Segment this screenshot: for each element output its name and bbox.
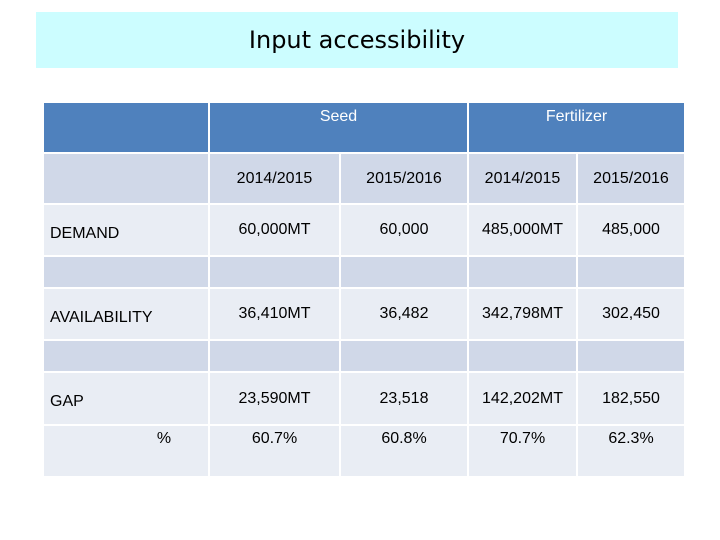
table-row-gap: GAP 23,590MT 23,518 142,202MT 182,550 bbox=[44, 373, 684, 424]
header-empty-cell bbox=[44, 103, 208, 152]
table-spacer-row bbox=[44, 257, 684, 287]
cell-percent-fert-y2: 62.3% bbox=[578, 426, 684, 476]
cell-gap-seed-y2: 23,518 bbox=[341, 373, 467, 424]
cell-percent-seed-y2: 60.8% bbox=[341, 426, 467, 476]
cell-percent-fert-y1: 70.7% bbox=[469, 426, 576, 476]
year-empty-cell bbox=[44, 154, 208, 203]
cell-availability-fert-y2: 302,450 bbox=[578, 289, 684, 339]
title-banner: Input accessibility bbox=[36, 12, 678, 68]
year-fert-2014: 2014/2015 bbox=[469, 154, 576, 203]
header-seed: Seed bbox=[210, 103, 467, 152]
cell-percent-seed-y1: 60.7% bbox=[210, 426, 339, 476]
table-year-row: 2014/2015 2015/2016 2014/2015 2015/2016 bbox=[44, 154, 684, 203]
cell-demand-seed-y1: 60,000MT bbox=[210, 205, 339, 255]
cell-availability-seed-y2: 36,482 bbox=[341, 289, 467, 339]
table-header-row: Seed Fertilizer bbox=[44, 103, 684, 152]
cell-demand-fert-y2: 485,000 bbox=[578, 205, 684, 255]
page-title: Input accessibility bbox=[248, 26, 466, 54]
cell-demand-fert-y1: 485,000MT bbox=[469, 205, 576, 255]
cell-gap-fert-y1: 142,202MT bbox=[469, 373, 576, 424]
year-fert-2015: 2015/2016 bbox=[578, 154, 684, 203]
cell-gap-seed-y1: 23,590MT bbox=[210, 373, 339, 424]
cell-availability-seed-y1: 36,410MT bbox=[210, 289, 339, 339]
row-label-gap: GAP bbox=[44, 373, 208, 424]
row-label-demand: DEMAND bbox=[44, 205, 208, 255]
year-seed-2014: 2014/2015 bbox=[210, 154, 339, 203]
row-label-availability: AVAILABILITY bbox=[44, 289, 208, 339]
table-row-demand: DEMAND 60,000MT 60,000 485,000MT 485,000 bbox=[44, 205, 684, 255]
table-row-percent: % 60.7% 60.8% 70.7% 62.3% bbox=[44, 426, 684, 476]
cell-gap-fert-y2: 182,550 bbox=[578, 373, 684, 424]
cell-availability-fert-y1: 342,798MT bbox=[469, 289, 576, 339]
year-seed-2015: 2015/2016 bbox=[341, 154, 467, 203]
table-row-availability: AVAILABILITY 36,410MT 36,482 342,798MT 3… bbox=[44, 289, 684, 339]
header-fertilizer: Fertilizer bbox=[469, 103, 684, 152]
input-accessibility-table: Seed Fertilizer 2014/2015 2015/2016 2014… bbox=[42, 101, 686, 478]
row-label-percent: % bbox=[44, 426, 208, 476]
table-spacer-row bbox=[44, 341, 684, 371]
cell-demand-seed-y2: 60,000 bbox=[341, 205, 467, 255]
